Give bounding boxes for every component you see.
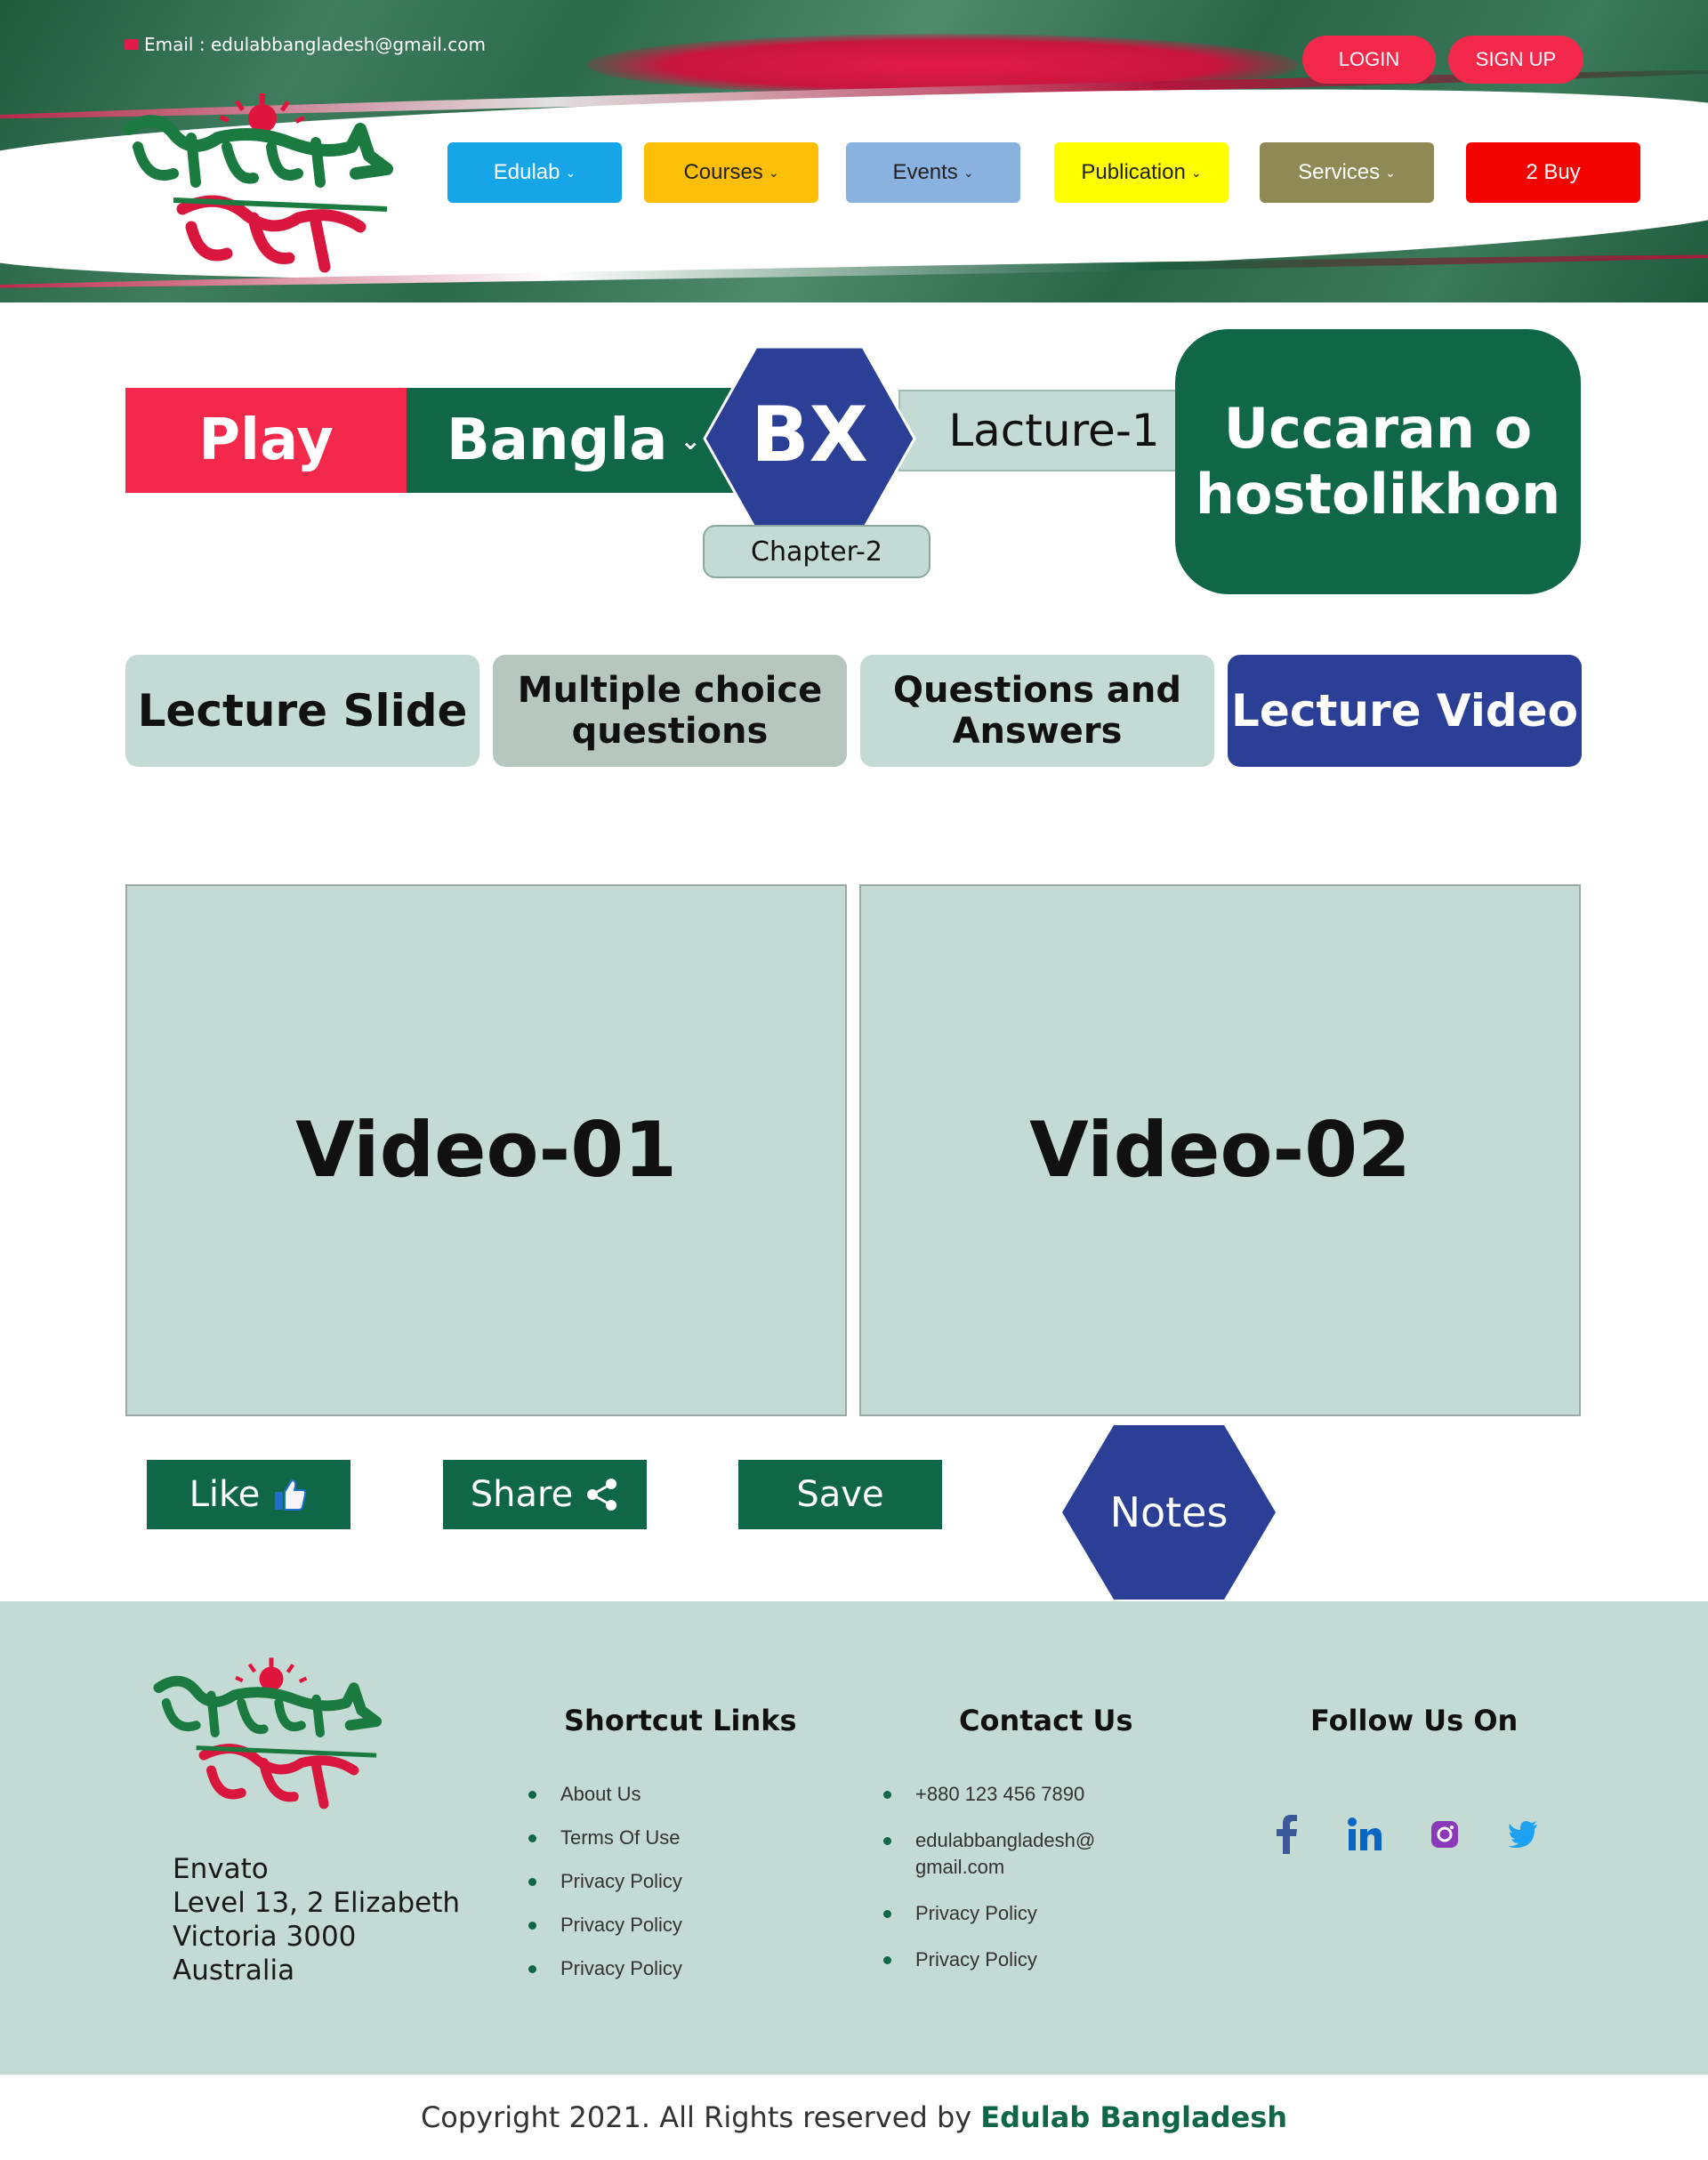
play-button[interactable]: Play: [125, 388, 407, 493]
video-player-1[interactable]: Video-01: [125, 884, 847, 1416]
footer-logo[interactable]: [151, 1656, 391, 1817]
share-icon: [587, 1479, 617, 1511]
tab-lecture-slide[interactable]: Lecture Slide: [125, 655, 479, 767]
course-code-hexagon: BX: [703, 345, 916, 532]
contact-email[interactable]: edulabbangladesh@ gmail.com: [883, 1827, 1141, 1881]
thumbs-up-icon: [275, 1479, 307, 1511]
header-email[interactable]: Email : edulabbangladesh@gmail.com: [125, 34, 486, 55]
footer-address: Envato Level 13, 2 Elizabeth Victoria 30…: [173, 1852, 460, 1987]
logo-graphic: [123, 93, 393, 273]
nav-label: 2 Buy: [1526, 160, 1581, 184]
nav-label: Events: [892, 160, 958, 184]
contact-list: +880 123 456 7890 edulabbangladesh@ gmai…: [883, 1781, 1141, 1993]
footer-link[interactable]: Privacy Policy: [883, 1900, 1141, 1927]
address-line: Victoria 3000: [173, 1921, 357, 1953]
tab-multiple-choice[interactable]: Multiple choice questions: [493, 655, 847, 767]
nav-label: Courses: [683, 160, 763, 184]
save-button[interactable]: Save: [738, 1460, 942, 1529]
login-button[interactable]: LOGIN: [1302, 36, 1436, 84]
nav-label: Services: [1298, 160, 1381, 184]
language-label: Bangla: [447, 407, 668, 473]
topic-title: Uccaran o hostolikhon: [1175, 329, 1581, 594]
lecture-label: Lacture-1: [898, 390, 1183, 471]
address-line: Envato: [173, 1853, 269, 1885]
footer-link[interactable]: About Us: [528, 1781, 682, 1808]
chapter-label: Chapter-2: [703, 525, 931, 578]
chevron-down-icon: ⌄: [1190, 165, 1202, 180]
instagram-icon[interactable]: [1425, 1815, 1464, 1854]
nav-label: Publication: [1081, 160, 1186, 184]
chevron-down-icon: ⌄: [768, 165, 779, 180]
mail-icon: [125, 39, 139, 50]
footer-link[interactable]: Privacy Policy: [528, 1868, 682, 1895]
copyright-text: Copyright 2021. All Rights reserved by: [420, 2100, 972, 2134]
notes-button[interactable]: Notes: [1060, 1423, 1277, 1601]
like-label: Like: [189, 1474, 261, 1515]
logo-graphic: [153, 1657, 383, 1809]
nav-label: Edulab: [493, 160, 560, 184]
site-footer: [0, 1601, 1708, 2075]
tab-lecture-video[interactable]: Lecture Video: [1228, 655, 1582, 767]
language-selector[interactable]: Bangla ⌄: [407, 388, 745, 493]
footer-link[interactable]: Privacy Policy: [528, 1955, 682, 1982]
share-button[interactable]: Share: [443, 1460, 647, 1529]
contact-us-title: Contact Us: [959, 1704, 1133, 1737]
share-label: Share: [470, 1474, 574, 1515]
shortcut-links-title: Shortcut Links: [564, 1704, 797, 1737]
address-line: Australia: [173, 1954, 295, 1987]
nav-events-button[interactable]: Events ⌄: [846, 142, 1020, 203]
copyright-bar: Copyright 2021. All Rights reserved by E…: [0, 2075, 1708, 2160]
contact-phone[interactable]: +880 123 456 7890: [883, 1781, 1141, 1808]
chevron-down-icon: ⌄: [1385, 165, 1396, 180]
follow-us-title: Follow Us On: [1310, 1704, 1519, 1737]
course-code-text: BX: [751, 391, 868, 480]
tab-questions-answers[interactable]: Questions and Answers: [860, 655, 1214, 767]
footer-link[interactable]: Privacy Policy: [883, 1946, 1141, 1973]
shortcut-links-list: About Us Terms Of Use Privacy Policy Pri…: [528, 1781, 682, 1999]
header-email-text: Email : edulabbangladesh@gmail.com: [144, 34, 486, 55]
footer-link[interactable]: Terms Of Use: [528, 1825, 682, 1851]
chevron-down-icon: ⌄: [565, 165, 576, 180]
nav-services-button[interactable]: Services ⌄: [1260, 142, 1434, 203]
address-line: Level 13, 2 Elizabeth: [173, 1887, 461, 1919]
like-button[interactable]: Like: [147, 1460, 350, 1529]
linkedin-icon[interactable]: [1345, 1815, 1384, 1854]
notes-label: Notes: [1110, 1488, 1229, 1536]
nav-publication-button[interactable]: Publication ⌄: [1054, 142, 1229, 203]
chevron-down-icon: ⌄: [963, 165, 974, 180]
chevron-down-icon: ⌄: [680, 425, 701, 455]
copyright-brand[interactable]: Edulab Bangladesh: [980, 2100, 1288, 2134]
signup-button[interactable]: SIGN UP: [1448, 36, 1583, 84]
nav-2-buy-button[interactable]: 2 Buy: [1466, 142, 1640, 203]
video-player-2[interactable]: Video-02: [859, 884, 1581, 1416]
footer-link[interactable]: Privacy Policy: [528, 1912, 682, 1938]
nav-courses-button[interactable]: Courses ⌄: [644, 142, 818, 203]
facebook-icon[interactable]: [1267, 1815, 1306, 1854]
nav-edulab-button[interactable]: Edulab ⌄: [447, 142, 622, 203]
site-logo[interactable]: [120, 93, 405, 280]
twitter-icon[interactable]: [1503, 1815, 1543, 1854]
